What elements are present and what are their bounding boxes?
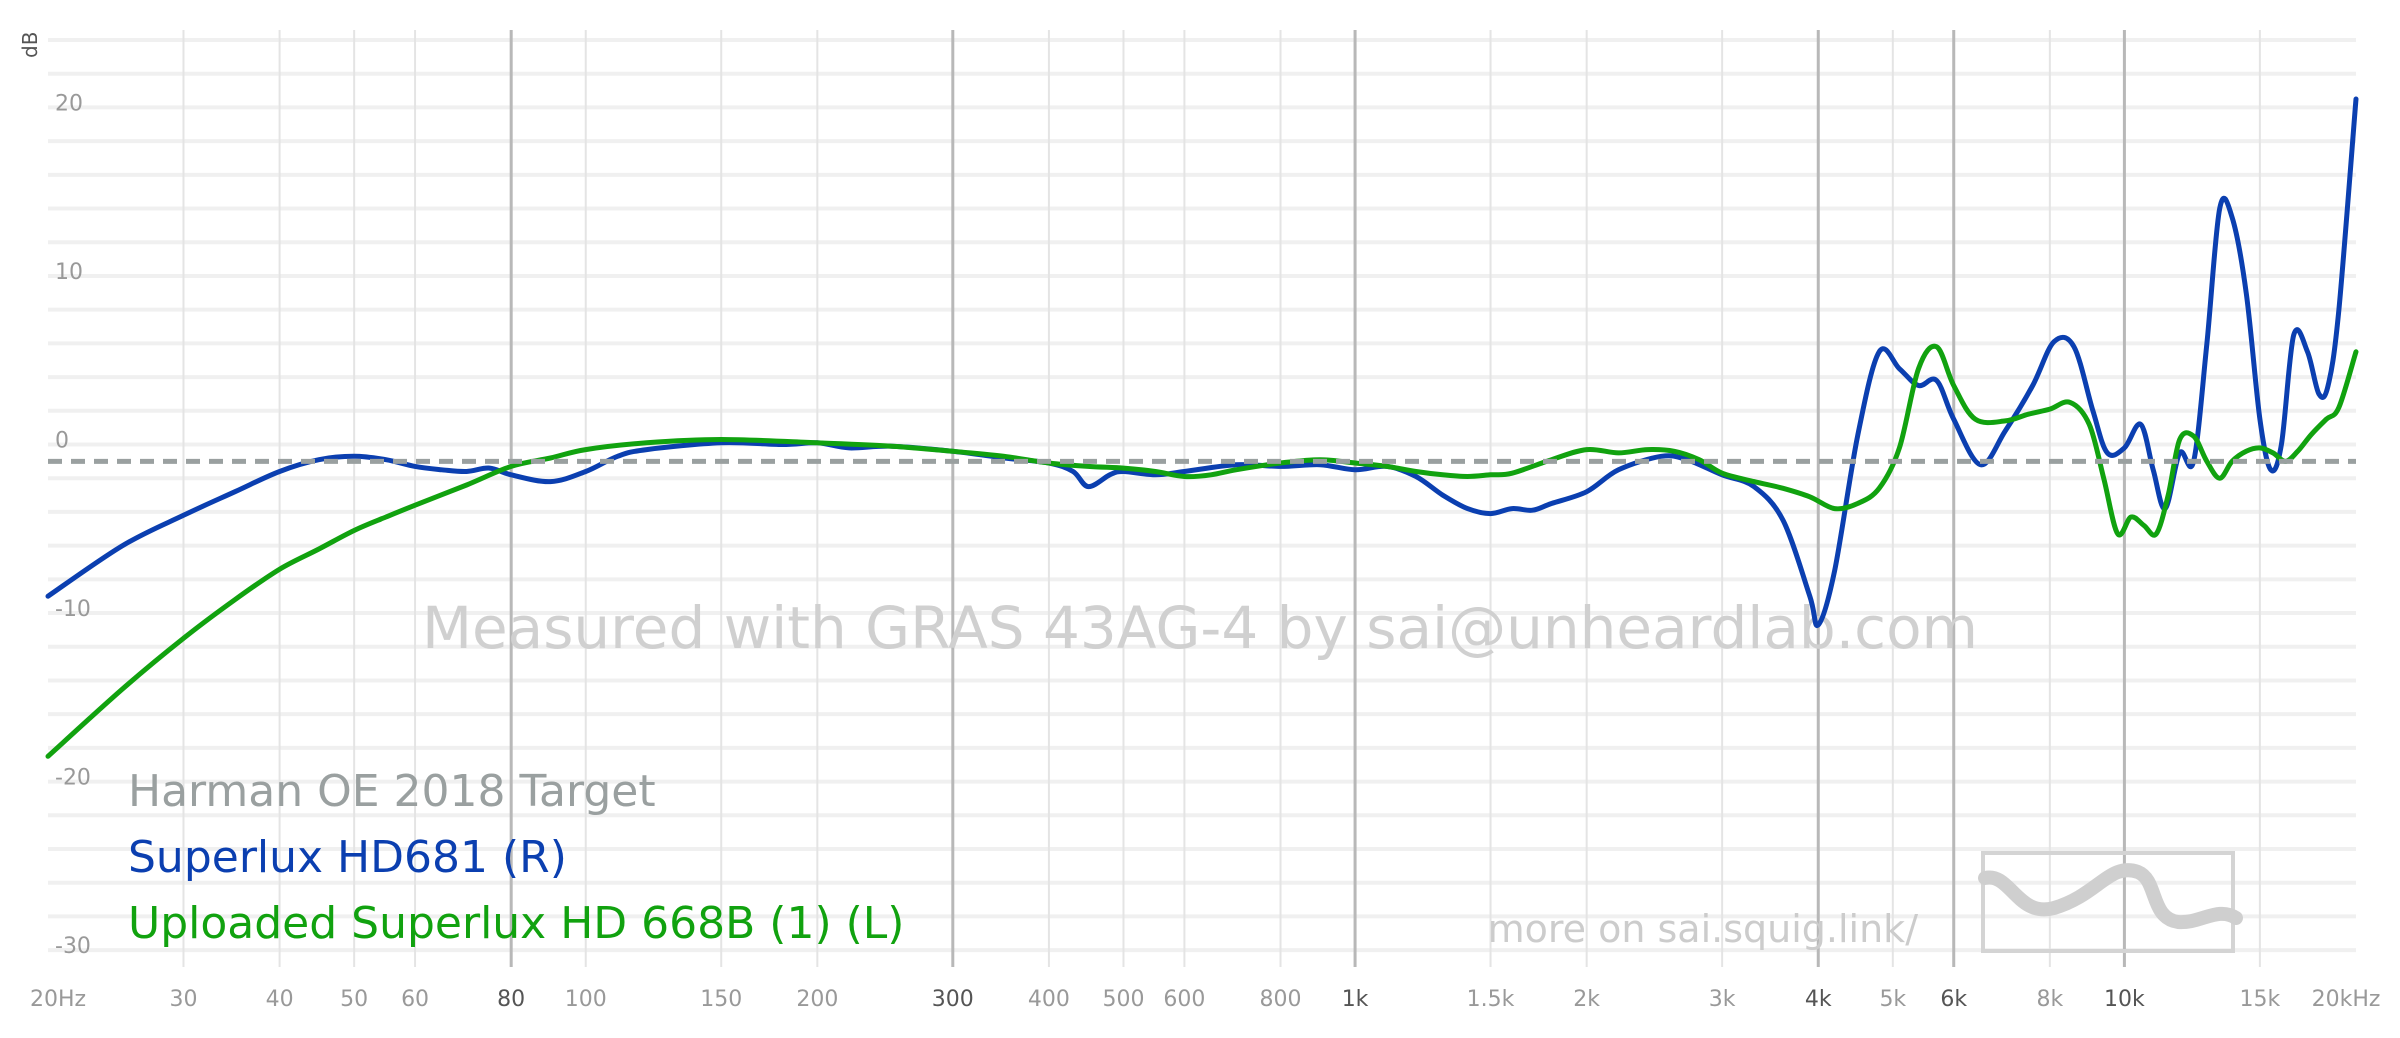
y-tick-label: 20 [55,91,83,116]
x-tick-label: 300 [932,987,974,1012]
x-tick-label: 2k [1573,987,1600,1012]
x-tick-label: 5k [1879,987,1906,1012]
x-tick-label: 8k [2036,987,2063,1012]
x-tick-label: 4k [1805,987,1832,1012]
y-tick-label: 0 [55,428,69,453]
x-tick-label: 60 [401,987,429,1012]
x-tick-label: 50 [340,987,368,1012]
x-tick-label: 800 [1260,987,1302,1012]
x-tick-label: 6k [1940,987,1967,1012]
x-tick-label: 15k [2240,987,2281,1012]
legend: Harman OE 2018 Target Superlux HD681 (R) U… [128,766,904,949]
x-tick-label: 1k [1342,987,1369,1012]
x-tick-label: 40 [266,987,294,1012]
grid [48,30,2356,967]
legend-entry: Superlux HD681 (R) [128,832,567,883]
x-tick-label: 200 [796,987,838,1012]
y-tick-label: -30 [55,934,91,959]
y-axis-unit: dB [18,32,42,58]
x-tick-label: 10k [2104,987,2145,1012]
footer-link-text[interactable]: more on sai.squig.link/ [1488,907,1919,951]
legend-entry: Harman OE 2018 Target [128,766,656,817]
measurement-watermark: Measured with GRAS 43AG-4 by sai@unheard… [422,594,1978,662]
x-tick-label: 600 [1163,987,1205,1012]
legend-entry: Uploaded Superlux HD 668B (1) (L) [128,898,904,949]
y-tick-label: 10 [55,260,83,285]
x-tick-label: 100 [565,987,607,1012]
y-tick-label: -10 [55,597,91,622]
x-tick-label: 20Hz [30,987,86,1012]
series-line [45,343,2359,759]
x-tick-label: 30 [169,987,197,1012]
x-tick-label: 400 [1028,987,1070,1012]
y-tick-label: -20 [55,765,91,790]
x-tick-label: 20kHz [2312,987,2381,1012]
x-tick-label: 500 [1102,987,1144,1012]
x-tick-label: 3k [1709,987,1736,1012]
squiglink-logo [1978,851,2243,953]
series-line [45,96,2359,629]
x-tick-label: 150 [700,987,742,1012]
x-tick-label: 80 [497,987,525,1012]
axis-ticks: 20Hz 30 40 50 60 80 100 150 200 300 400 500 600 800 1k… [30,91,2380,1012]
series-lines [45,96,2359,759]
x-tick-label: 1.5k [1467,987,1515,1012]
